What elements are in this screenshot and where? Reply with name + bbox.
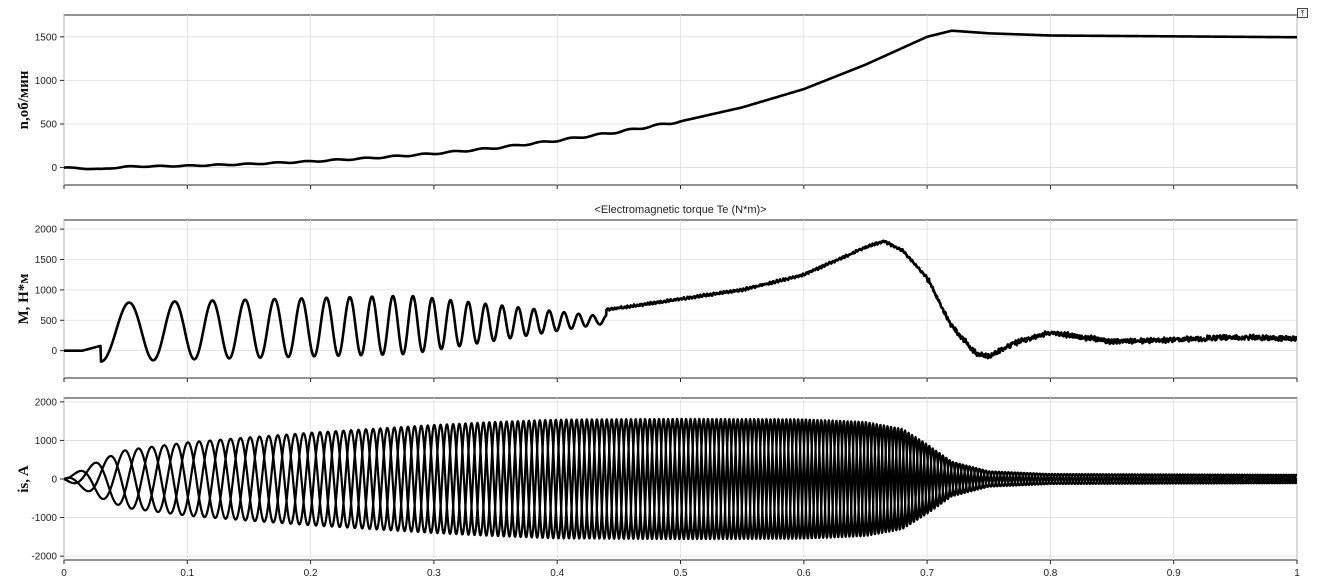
- y-axis-label: n,об/мин: [16, 70, 32, 129]
- y-tick-label: 0: [51, 346, 57, 357]
- phase-b-current-line: [64, 417, 1297, 541]
- x-tick-label: 0.3: [427, 568, 441, 579]
- y-axis-label: M, Н*м: [16, 273, 32, 324]
- y-tick-label: 1500: [35, 32, 58, 43]
- y-tick-label: 1000: [35, 285, 58, 296]
- y-tick-label: 1500: [35, 255, 58, 266]
- x-tick-label: 0: [61, 568, 67, 579]
- y-tick-label: 1000: [35, 436, 58, 447]
- y-tick-label: 0: [51, 163, 57, 174]
- y-tick-label: 0: [51, 475, 57, 486]
- y-axis-label: is, A: [16, 465, 32, 493]
- x-tick-label: 0.5: [674, 568, 688, 579]
- panel-title: <Electromagnetic torque Te (N*m)>: [594, 204, 766, 216]
- x-tick-label: 0.2: [304, 568, 318, 579]
- y-tick-label: -2000: [31, 552, 57, 563]
- x-tick-label: 0.9: [1167, 568, 1181, 579]
- x-tick-label: 0.6: [797, 568, 811, 579]
- current-panel: -2000 -1000 0 1000 2000 0 0.1 0.2 0.3 0.4 0.5 0.6 0.…: [16, 397, 1300, 579]
- y-tick-label: 500: [40, 119, 57, 130]
- x-tick-label: 0.1: [180, 568, 194, 579]
- speed-panel: 0 500 1000 1500 n,об/мин: [16, 14, 1298, 189]
- torque-line: [64, 239, 1297, 363]
- y-tick-label: 2000: [35, 225, 58, 236]
- phase-c-current-line: [64, 417, 1297, 541]
- speed-line: [64, 29, 1297, 171]
- y-tick-label: 500: [40, 316, 57, 327]
- x-tick-label: 0.4: [550, 568, 564, 579]
- y-tick-label: 1000: [35, 76, 58, 87]
- y-tick-label: 2000: [35, 397, 58, 408]
- expand-button[interactable]: ⤒: [1297, 8, 1308, 18]
- x-tick-label: 0.8: [1043, 568, 1057, 579]
- x-tick-label: 0.7: [920, 568, 934, 579]
- x-tick-label: 1: [1294, 568, 1300, 579]
- torque-panel: 0 500 1000 1500 2000 <Electromagnetic torque …: [16, 204, 1298, 382]
- y-tick-label: -1000: [31, 513, 57, 524]
